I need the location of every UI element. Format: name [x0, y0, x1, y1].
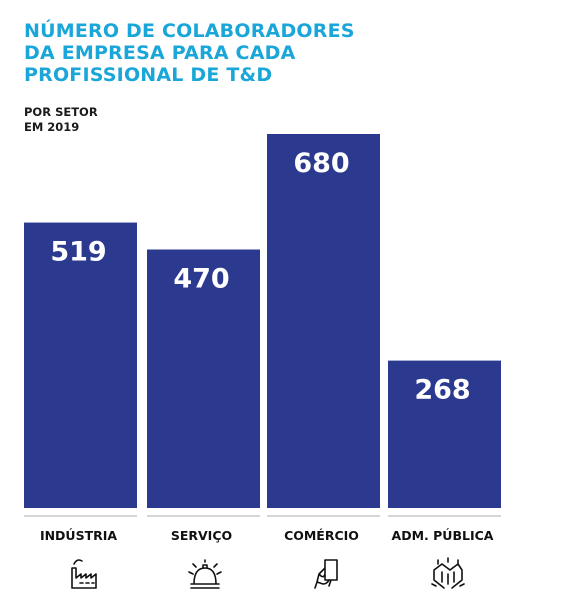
category-label-0: INDÚSTRIA: [40, 528, 117, 543]
bar-0: [24, 222, 137, 509]
value-label-1: 470: [173, 264, 229, 295]
bar-2: [267, 134, 380, 508]
service-bell-icon-shape: [188, 559, 222, 589]
factory-icon: [71, 559, 97, 589]
chart-subtitle: POR SETOR EM 2019: [24, 105, 98, 135]
factory-icon-shape: [71, 559, 97, 589]
chart-title-line-2: DA EMPRESA PARA CADA: [24, 42, 296, 64]
handshake-group-icon-shape: [431, 557, 465, 589]
chart-subtitle-line-2: EM 2019: [24, 120, 80, 134]
handshake-group-icon: [431, 557, 465, 589]
service-bell-icon: [188, 559, 222, 589]
hand-phone-icon: [314, 559, 338, 589]
category-label-1: SERVIÇO: [171, 528, 232, 543]
hand-phone-icon-shape: [314, 559, 338, 589]
chart-subtitle-line-1: POR SETOR: [24, 105, 98, 119]
value-label-0: 519: [50, 237, 106, 268]
bar-1: [147, 249, 260, 508]
category-label-3: ADM. PÚBLICA: [392, 528, 494, 543]
value-label-3: 268: [414, 375, 470, 406]
value-label-2: 680: [293, 148, 349, 179]
chart-title-line-1: NÚMERO DE COLABORADORES: [24, 20, 355, 42]
chart-title: NÚMERO DE COLABORADORES DA EMPRESA PARA …: [24, 20, 444, 86]
bar-3: [388, 360, 501, 508]
chart-title-line-3: PROFISSIONAL DE T&D: [24, 64, 273, 86]
category-label-2: COMÉRCIO: [284, 528, 359, 543]
